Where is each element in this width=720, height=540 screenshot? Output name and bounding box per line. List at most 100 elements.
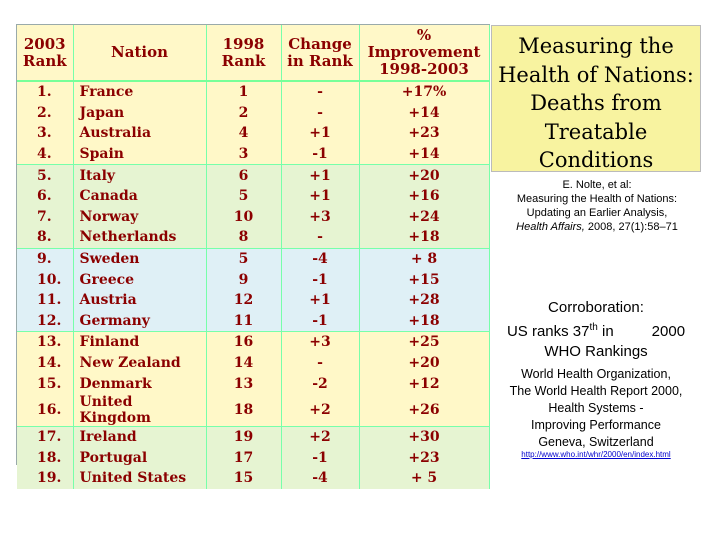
- nation-cell: Spain: [73, 143, 207, 166]
- citation-journal-line: Health Affairs, 2008, 27(1):58–71: [498, 220, 696, 234]
- table-row: 11. Austria 12 +1 +28: [17, 289, 490, 311]
- rank-cell: 3.: [17, 123, 74, 144]
- citation-details: 2008, 27(1):58–71: [584, 221, 678, 233]
- rank-1998-cell: 3: [206, 143, 282, 166]
- improvement-cell: +14: [359, 143, 490, 166]
- change-cell: -: [281, 102, 360, 124]
- change-cell: +1: [281, 289, 360, 311]
- citation-authors: E. Nolte, et al:: [562, 179, 632, 191]
- table-row: 16. United Kingdom 18 +2 +26: [17, 393, 490, 427]
- change-cell: -1: [281, 447, 360, 469]
- improvement-cell: +28: [359, 289, 490, 311]
- nation-cell: Portugal: [73, 447, 207, 469]
- table-row: 12. Germany 11 -1 +18: [17, 310, 490, 333]
- table-row: 2. Japan 2- +14: [17, 102, 490, 124]
- nation-cell: Canada: [73, 185, 207, 207]
- change-cell: -: [281, 81, 360, 103]
- change-cell: +1: [281, 123, 360, 144]
- improvement-cell: +14: [359, 102, 490, 124]
- improvement-cell: +17%: [359, 81, 490, 103]
- improvement-cell: + 5: [359, 468, 490, 489]
- rank-cell: 12.: [17, 310, 74, 333]
- improvement-cell: +24: [359, 206, 490, 228]
- change-cell: +1: [281, 164, 360, 186]
- who-report-link[interactable]: http://www.who.int/whr/2000/en/index.htm…: [521, 450, 671, 459]
- rank-1998-cell: 4: [206, 123, 282, 144]
- rank-1998-cell: 5: [206, 185, 282, 207]
- header-change-in-rank: Change in Rank: [281, 25, 360, 82]
- nation-cell: Finland: [73, 331, 207, 353]
- rank-cell: 13.: [17, 331, 74, 353]
- table-row: 4. Spain 3 -1 +14: [17, 143, 490, 166]
- improvement-cell: +16: [359, 185, 490, 207]
- header-2003-rank: 2003 Rank: [17, 25, 74, 82]
- table-row: 5. Italy 6 +1 +20: [17, 164, 490, 186]
- table-body: 1. France 1- +17% 2. Japan 2- +14 3. Australia 4 +1…: [17, 81, 490, 489]
- rank-cell: 16.: [17, 393, 74, 427]
- table-row: 8. Netherlands 8- +18: [17, 227, 490, 249]
- improvement-cell: +23: [359, 123, 490, 144]
- improvement-cell: +23: [359, 447, 490, 469]
- who-subtitle-1: Health Systems -: [548, 401, 644, 415]
- nation-cell: Sweden: [73, 248, 207, 270]
- table-row: 10. Greece 9 -1 +15: [17, 269, 490, 290]
- change-cell: +3: [281, 206, 360, 228]
- change-cell: +3: [281, 331, 360, 353]
- rank-1998-cell: 15: [206, 468, 282, 489]
- improvement-cell: +20: [359, 164, 490, 186]
- improvement-cell: +12: [359, 373, 490, 394]
- improvement-cell: +20: [359, 352, 490, 374]
- rank-cell: 14.: [17, 352, 74, 374]
- change-cell: -: [281, 352, 360, 374]
- slide-title: Measuring the Health of Nations: Deaths …: [491, 25, 701, 172]
- nation-cell: Italy: [73, 164, 207, 186]
- change-cell: -2: [281, 373, 360, 394]
- rank-cell: 4.: [17, 143, 74, 166]
- who-place: Geneva, Switzerland: [538, 435, 654, 449]
- change-cell: -1: [281, 269, 360, 290]
- rank-1998-cell: 11: [206, 310, 282, 333]
- change-cell: -1: [281, 310, 360, 333]
- improvement-cell: +18: [359, 227, 490, 249]
- nation-cell: Greece: [73, 269, 207, 290]
- nation-cell: Denmark: [73, 373, 207, 394]
- nation-cell: Japan: [73, 102, 207, 124]
- change-cell: +2: [281, 426, 360, 448]
- improvement-cell: +30: [359, 426, 490, 448]
- improvement-cell: + 8: [359, 248, 490, 270]
- rank-cell: 11.: [17, 289, 74, 311]
- table-row: 6. Canada 5 +1 +16: [17, 185, 490, 207]
- health-ranking-table: 2003 Rank Nation 1998 Rank Change in Ran…: [17, 25, 490, 489]
- citation-article: Measuring the Health of Nations: Updatin…: [516, 193, 678, 219]
- who-report: The World Health Report 2000,: [509, 384, 683, 398]
- rank-cell: 19.: [17, 468, 74, 489]
- rank-cell: 5.: [17, 164, 74, 186]
- rank-cell: 15.: [17, 373, 74, 394]
- change-cell: -4: [281, 248, 360, 270]
- table-header-row: 2003 Rank Nation 1998 Rank Change in Ran…: [17, 25, 490, 82]
- table-row: 3. Australia 4 +1 +23: [17, 123, 490, 144]
- nation-cell: Ireland: [73, 426, 207, 448]
- change-cell: +2: [281, 393, 360, 427]
- rank-1998-cell: 19: [206, 426, 282, 448]
- rank-1998-cell: 1: [206, 81, 282, 103]
- improvement-cell: +15: [359, 269, 490, 290]
- table-row: 18. Portugal 17 -1 +23: [17, 447, 490, 469]
- rank-cell: 2.: [17, 102, 74, 124]
- change-cell: +1: [281, 185, 360, 207]
- rank-1998-cell: 16: [206, 331, 282, 353]
- table-row: 17. Ireland 19 +2 +30: [17, 426, 490, 448]
- citation: E. Nolte, et al: Measuring the Health of…: [498, 178, 696, 234]
- corroboration-in: in: [597, 323, 614, 340]
- rank-cell: 9.: [17, 248, 74, 270]
- table-row: 1. France 1- +17%: [17, 81, 490, 103]
- improvement-cell: +26: [359, 393, 490, 427]
- nation-cell: Norway: [73, 206, 207, 228]
- corroboration-note: Corroboration: US ranks 37th in 2000 WHO …: [492, 298, 700, 362]
- change-cell: -4: [281, 468, 360, 489]
- rank-1998-cell: 12: [206, 289, 282, 311]
- citation-journal: Health Affairs,: [516, 221, 585, 233]
- nation-cell: France: [73, 81, 207, 103]
- corroboration-year: 2000: [651, 323, 686, 340]
- nation-cell: Australia: [73, 123, 207, 144]
